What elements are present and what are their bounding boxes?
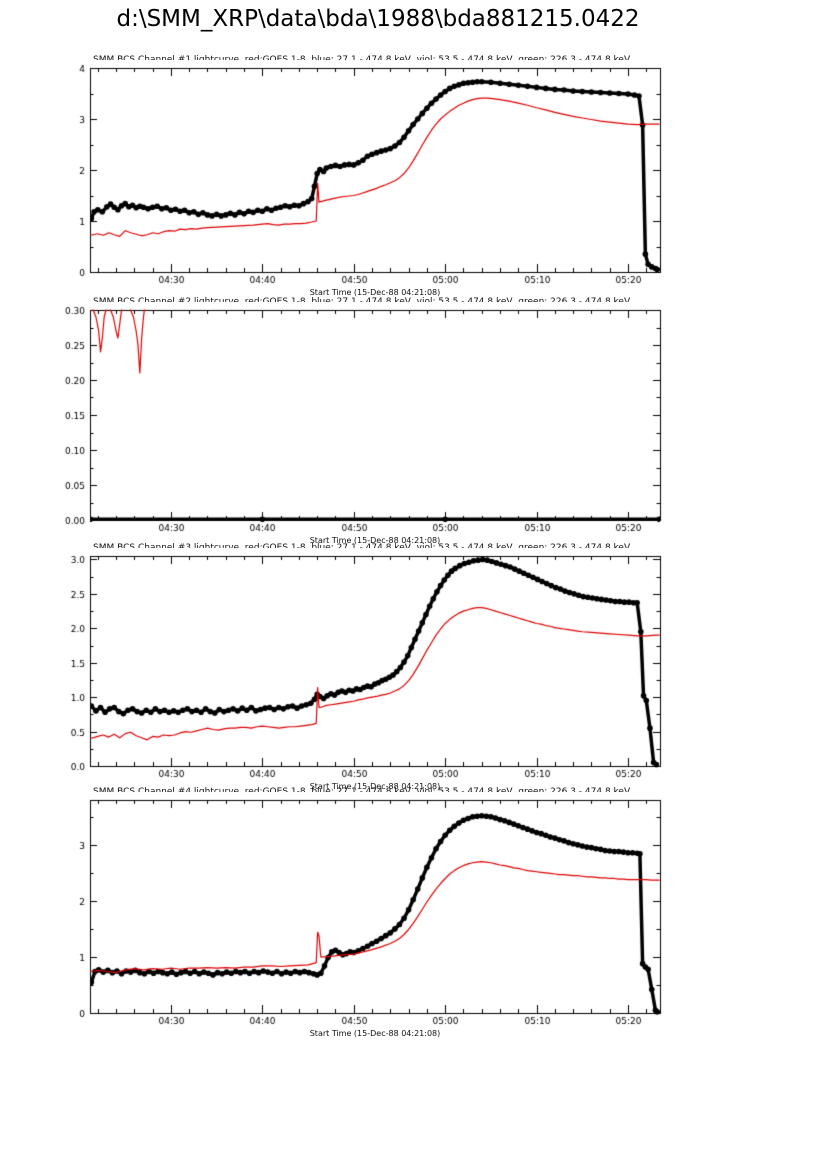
chart-1-x-axis-label: Start Time (15-Dec-88 04:21:08) bbox=[309, 288, 441, 297]
chart-2-x-axis-label: Start Time (15-Dec-88 04:21:08) bbox=[309, 536, 441, 545]
chart-4-x-axis-label: Start Time (15-Dec-88 04:21:08) bbox=[309, 1029, 441, 1038]
chart-3-canvas bbox=[40, 548, 700, 796]
page-title: d:\SMM_XRP\data\bda\1988\bda881215.0422 bbox=[116, 6, 640, 32]
chart-4-canvas bbox=[40, 792, 700, 1043]
chart-1-canvas bbox=[40, 60, 700, 302]
chart-2-canvas bbox=[40, 302, 700, 550]
chart-3-x-axis-label: Start Time (15-Dec-88 04:21:08) bbox=[309, 782, 441, 791]
